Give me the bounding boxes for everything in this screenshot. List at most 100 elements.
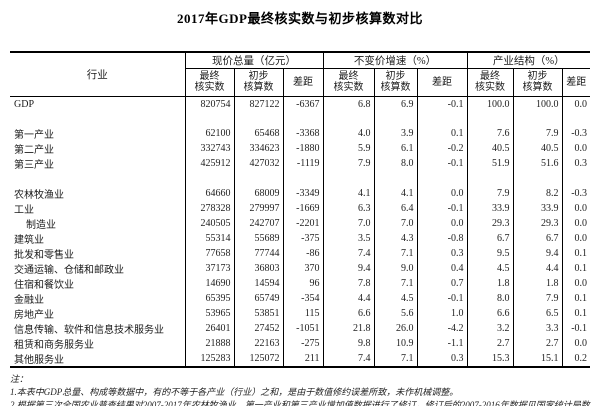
table-body: GDP 820754 827122 -6367 6.8 6.9 -0.1 100.0 100.0… [10,96,591,367]
row-label: 第三产业 [14,160,54,171]
table-cell: 4.1 [373,186,418,201]
table-cell: 26401 [184,321,234,336]
column-group-current-price-total: 现价总量（亿元） [184,52,324,69]
table-cell: 0.3 [561,156,591,171]
table-cell [282,111,324,126]
column-group-constant-price-growth: 不变价增速（%） [322,52,468,69]
table-cell: -0.2 [416,141,468,156]
table-cell: 0.1 [561,306,591,321]
row-label: 第一产业 [14,130,54,141]
row-label: 信息传输、软件和信息技术服务业 [14,325,164,336]
row-label [10,111,185,126]
table-cell: 3.3 [512,321,563,336]
table-cell: 29.3 [466,216,514,231]
table-cell: 9.5 [466,246,514,261]
table-cell: 334623 [233,141,283,156]
group-header-row: 行业 现价总量（亿元） 不变价增速（%） 产业结构（%） [10,52,591,97]
row-label: 交通运输、仓储和邮政业 [14,265,124,276]
table-cell: 0.3 [416,246,468,261]
table-cell: 7.9 [322,156,375,171]
column-header-final-verified: 最终 核实数 [184,68,234,97]
table-cell: 40.5 [512,141,563,156]
table-cell: -0.1 [416,156,468,171]
row-label [10,171,185,186]
table-cell: 33.9 [466,201,514,216]
table-header: 行业 现价总量（亿元） 不变价增速（%） 产业结构（%） 最终 核实数 初步 核… [10,52,591,97]
table-cell: 22163 [233,336,283,351]
notes-section: 注： 1.本表中GDP总量、构成等数据中，有的不等于各产业（行业）之和，是由于数… [10,373,590,406]
table-row: 制造业 240505 242707 -2201 7.0 7.0 0.0 29.3 29.3 0.0 [10,216,591,231]
table-cell: 15.1 [512,351,563,367]
table-row: 第三产业 425912 427032 -1119 7.9 8.0 -0.1 51.9 51.6 0… [10,156,591,171]
table-cell: 4.5 [466,261,514,276]
table-cell: 6.8 [322,96,375,111]
row-label: 其他服务业 [14,355,64,366]
table-cell: 68009 [233,186,283,201]
table-cell: 65468 [233,126,283,141]
table-cell: 7.6 [466,126,514,141]
table-cell: 211 [282,351,324,367]
table-cell: 8.0 [466,291,514,306]
table-cell [184,111,234,126]
table-cell: 6.4 [373,201,418,216]
table-row: 建筑业 55314 55689 -375 3.5 4.3 -0.8 6.7 6.7 0.0 [10,231,591,246]
table-cell: 0.2 [561,351,591,367]
table-cell: -3349 [282,186,324,201]
row-label: 农林牧渔业 [14,190,64,201]
table-cell: 53851 [233,306,283,321]
table-cell: 3.2 [466,321,514,336]
table-cell: 5.6 [373,306,418,321]
table-cell: 7.8 [322,276,375,291]
table-cell: -1880 [282,141,324,156]
table-cell: 0.0 [416,186,468,201]
table-cell: 2.7 [512,336,563,351]
table-row: 房地产业 53965 53851 115 6.6 5.6 1.0 6.6 6.5 0.1 [10,306,591,321]
table-cell: 425912 [184,156,234,171]
table-cell: 820754 [184,96,234,111]
table-cell: 827122 [233,96,283,111]
row-label: GDP [14,98,35,110]
table-cell: 6.6 [322,306,375,321]
table-cell: 4.5 [373,291,418,306]
table-cell [512,171,563,186]
table-row: GDP 820754 827122 -6367 6.8 6.9 -0.1 100.0 100.0… [10,96,591,111]
table-cell [561,111,591,126]
table-cell: -1119 [282,156,324,171]
table-row: 金融业 65395 65749 -354 4.4 4.5 -0.1 8.0 7.9 0.1 [10,291,591,306]
column-header-final-verified: 最终 核实数 [466,68,514,97]
note-item-1: 1.本表中GDP总量、构成等数据中，有的不等于各产业（行业）之和，是由于数值修约… [10,387,459,397]
table-cell: -1.1 [416,336,468,351]
column-header-gap: 差距 [561,68,591,97]
table-cell: 370 [282,261,324,276]
table-cell: 100.0 [466,96,514,111]
table-cell: 10.9 [373,336,418,351]
table-row: 农林牧渔业 64660 68009 -3349 4.1 4.1 0.0 7.9 8.2 -0.3 [10,186,591,201]
table-cell [466,171,514,186]
table-cell: 4.4 [512,261,563,276]
table-cell: 5.9 [322,141,375,156]
table-row: 工业 278328 279997 -1669 6.3 6.4 -0.1 33.9 33.9 0.0 [10,201,591,216]
table-cell: 8.2 [512,186,563,201]
table-cell: 242707 [233,216,283,231]
table-cell [466,111,514,126]
table-cell: -86 [282,246,324,261]
table-cell: 100.0 [512,96,563,111]
table-cell: 9.0 [373,261,418,276]
table-cell: -4.2 [416,321,468,336]
table-cell: 8.0 [373,156,418,171]
table-cell: 0.0 [561,216,591,231]
table-cell: 51.6 [512,156,563,171]
table-cell: 27452 [233,321,283,336]
table-cell: 3.5 [322,231,375,246]
table-cell [184,171,234,186]
table-row: 第二产业 332743 334623 -1880 5.9 6.1 -0.2 40.5 40.5 0… [10,141,591,156]
table-cell: 0.0 [561,201,591,216]
table-cell [373,111,418,126]
table-cell [373,171,418,186]
table-cell: 3.9 [373,126,418,141]
table-cell: 7.0 [322,216,375,231]
table-cell: 9.4 [322,261,375,276]
table-row: 其他服务业 125283 125072 211 7.4 7.1 0.3 15.3 15.1 0.2 [10,351,591,367]
table-cell [322,111,375,126]
